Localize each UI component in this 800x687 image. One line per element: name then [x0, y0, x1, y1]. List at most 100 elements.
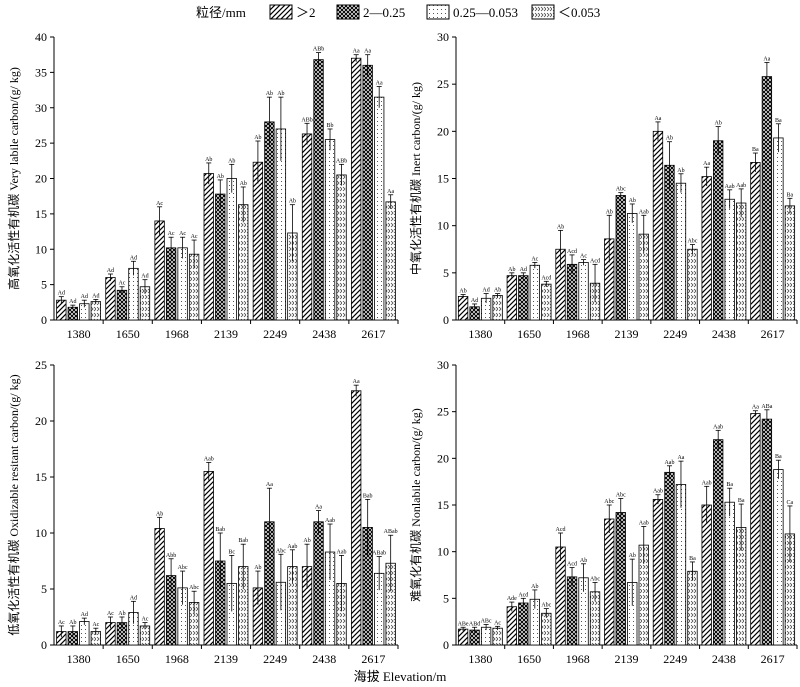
- bar: [541, 283, 552, 321]
- bar: [664, 471, 675, 646]
- significance-label: Abc: [178, 565, 188, 571]
- bar: [203, 470, 214, 646]
- legend-label-gt2: ＞2: [296, 5, 316, 20]
- significance-label: Abc: [541, 603, 551, 609]
- bar: [492, 295, 503, 321]
- y-tick-label: 15: [35, 207, 47, 221]
- significance-label: Abc: [616, 187, 626, 193]
- bar: [750, 413, 761, 646]
- bar: [784, 205, 796, 321]
- x-axis-label: 海拔 Elevation/m: [354, 669, 447, 684]
- significance-label: Aab: [702, 480, 712, 486]
- bar: [724, 198, 735, 321]
- significance-label: Ad: [482, 288, 489, 294]
- significance-label: Ab: [459, 289, 466, 295]
- significance-label: Ac: [191, 234, 198, 240]
- y-tick-label: 15: [35, 470, 47, 484]
- significance-label: Acd: [567, 249, 577, 255]
- bar: [761, 418, 773, 646]
- significance-label: Abc: [604, 499, 614, 505]
- significance-label: Ab: [118, 611, 125, 617]
- significance-label: Ca: [787, 500, 794, 506]
- significance-label: Aab: [337, 549, 347, 555]
- significance-label: Ba: [726, 482, 733, 488]
- significance-label: Ac: [531, 256, 538, 262]
- significance-label: Acd: [590, 258, 600, 264]
- x-tick-label: 2438: [312, 652, 336, 666]
- bar: [506, 275, 517, 321]
- significance-label: Ba: [738, 498, 745, 504]
- y-tick-label: 30: [437, 358, 449, 372]
- significance-label: Ab: [666, 136, 673, 142]
- significance-label: Ad: [92, 293, 99, 299]
- y-tick-label: 30: [437, 30, 449, 44]
- y-tick-label: 25: [35, 358, 47, 372]
- significance-label: Ab: [715, 121, 722, 127]
- bar: [529, 264, 540, 321]
- y-tick-label: 10: [35, 526, 47, 540]
- x-tick-label: 2617: [761, 327, 785, 341]
- y-tick-label: 5: [41, 582, 47, 596]
- y-tick-label: 10: [437, 545, 449, 559]
- significance-label: Ab: [254, 565, 261, 571]
- significance-label: Ab: [228, 158, 235, 164]
- bar: [79, 621, 90, 646]
- bar: [701, 504, 712, 646]
- y-tick-label: 0: [443, 313, 449, 327]
- bar: [362, 64, 373, 321]
- bar: [555, 546, 566, 646]
- significance-label: Aa: [364, 49, 371, 55]
- y-axis-label: 低氧化活性有机碳 Oxidizable resitant carbon/(g/ …: [7, 374, 21, 635]
- bar: [264, 121, 275, 321]
- bar: [736, 202, 747, 321]
- bar: [713, 140, 724, 321]
- y-tick-label: 40: [35, 30, 47, 44]
- significance-label: Aa: [387, 189, 394, 195]
- significance-label: Abc: [616, 492, 626, 498]
- significance-label: Aab: [325, 518, 335, 524]
- y-tick-label: 20: [35, 172, 47, 186]
- y-tick-label: 0: [443, 638, 449, 652]
- significance-label: Ab: [69, 620, 76, 626]
- significance-label: Ad: [107, 268, 114, 274]
- significance-label: Ad: [81, 612, 88, 618]
- significance-label: Ab: [557, 224, 564, 230]
- significance-label: Aab: [653, 489, 663, 495]
- significance-label: Aab: [664, 460, 674, 466]
- significance-label: Ac: [118, 281, 125, 287]
- significance-label: Aa: [353, 379, 360, 385]
- significance-label: ABab: [384, 529, 398, 535]
- significance-label: Ac: [141, 617, 148, 623]
- bar: [627, 213, 638, 321]
- x-tick-label: 2249: [663, 652, 687, 666]
- bar: [652, 130, 664, 321]
- significance-label: Aa: [376, 81, 383, 87]
- bar: [761, 76, 773, 321]
- significance-label: Ab: [217, 174, 224, 180]
- significance-label: Acd: [556, 527, 566, 533]
- significance-label: Abc: [687, 239, 697, 245]
- significance-label: Aab: [287, 544, 297, 550]
- chart-panel-2: 0 5 10 15 20 25 30 中氧化活性有机碳 Inert carbon/(g/ kg…: [408, 30, 798, 341]
- legend: 粒径/mm ＞2 2—0.25 0.25—0.053 ＜0.053: [196, 4, 600, 20]
- y-tick-label: 25: [437, 77, 449, 91]
- significance-label: Aa: [703, 161, 710, 167]
- bar: [165, 247, 177, 321]
- significance-label: Ab: [508, 267, 515, 273]
- significance-label: Ac: [494, 620, 501, 626]
- significance-label: Aa: [353, 49, 360, 55]
- bar: [750, 162, 761, 321]
- bar: [385, 201, 396, 321]
- significance-label: ABe: [458, 621, 469, 627]
- significance-label: Acd: [518, 592, 528, 598]
- significance-label: Ab: [266, 91, 273, 97]
- bar: [675, 484, 687, 646]
- bar: [724, 501, 735, 646]
- significance-label: Ab: [303, 538, 310, 544]
- significance-label: Bab: [238, 538, 248, 544]
- significance-label: ABb: [336, 158, 347, 164]
- significance-label: ABa: [761, 404, 772, 410]
- significance-label: Ad: [81, 294, 88, 300]
- significance-label: Ade: [507, 596, 517, 602]
